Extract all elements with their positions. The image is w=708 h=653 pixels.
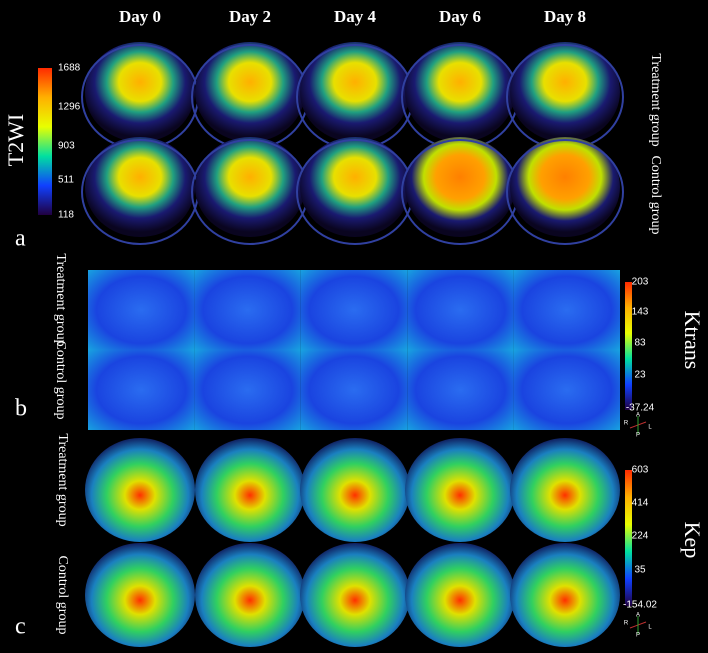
- kep-map: [85, 543, 195, 647]
- mri-image: [300, 137, 410, 237]
- colorbar-title: Kep: [680, 522, 705, 559]
- ktrans-map: [513, 270, 620, 350]
- row-label: Treatment group: [53, 253, 68, 346]
- orient-label: L: [648, 625, 652, 631]
- kep-map: [85, 438, 195, 542]
- mri-image: [510, 42, 620, 142]
- kep-map: [195, 543, 305, 647]
- column-label: Day 6: [439, 7, 481, 26]
- mri-skull: [506, 139, 624, 245]
- colorbar-tick: 414: [632, 498, 649, 509]
- colorbar-tick: 603: [632, 465, 649, 476]
- colorbar-tick: 35: [634, 565, 646, 576]
- ktrans-map: [300, 270, 408, 350]
- panel-letter: c: [15, 614, 26, 640]
- kep-map: [300, 438, 410, 542]
- mri-image: [195, 137, 305, 237]
- row-label: Control group: [55, 556, 70, 635]
- colorbar-tick: 1688: [58, 63, 81, 74]
- colorbar-title: T2WI: [3, 114, 28, 167]
- colorbar-tick: 143: [632, 307, 649, 318]
- mri-image: [195, 42, 305, 142]
- orient-label: P: [636, 433, 640, 439]
- orient-label: P: [636, 633, 640, 639]
- colorbar-title: Ktrans: [680, 311, 705, 370]
- kep-map: [510, 543, 620, 647]
- kep-map: [405, 543, 515, 647]
- panel-letter: a: [15, 226, 26, 252]
- kep-map: [405, 438, 515, 542]
- mri-image: [85, 42, 195, 142]
- colorbar: [625, 470, 632, 606]
- ktrans-map: [513, 350, 620, 430]
- column-label: Day 2: [229, 7, 271, 26]
- ktrans-map: [88, 350, 195, 430]
- orient-label: R: [624, 621, 629, 627]
- row-label: Treatment group: [648, 53, 663, 146]
- ktrans-map: [407, 270, 514, 350]
- orient-label: A: [636, 613, 640, 619]
- ktrans-map: [407, 350, 514, 430]
- colorbar-tick: 203: [632, 277, 649, 288]
- colorbar-tick: 224: [632, 531, 649, 542]
- kep-map: [300, 543, 410, 647]
- column-label: Day 8: [544, 7, 586, 26]
- mri-image: [300, 42, 410, 142]
- ktrans-map: [194, 270, 301, 350]
- column-label: Day 4: [334, 7, 377, 26]
- colorbar: [625, 282, 632, 410]
- row-label: Treatment group: [55, 433, 70, 526]
- orient-label: A: [636, 413, 640, 419]
- kep-map: [195, 438, 305, 542]
- ktrans-map: [300, 350, 408, 430]
- ktrans-map: [88, 270, 195, 350]
- colorbar-tick: -154.02: [623, 600, 657, 611]
- mri-image: [405, 137, 515, 237]
- mri-image: [510, 137, 620, 237]
- row-label: Control group: [53, 341, 68, 420]
- ktrans-map: [194, 350, 301, 430]
- panel-letter: b: [15, 396, 27, 422]
- kep-map: [510, 438, 620, 542]
- colorbar-tick: 118: [58, 210, 74, 221]
- colorbar-tick: 83: [634, 338, 646, 349]
- colorbar-tick: 1296: [58, 102, 81, 113]
- row-label: Control group: [648, 156, 663, 235]
- mri-image: [85, 137, 195, 237]
- colorbar-tick: 23: [634, 370, 646, 381]
- orient-label: L: [648, 425, 652, 431]
- column-label: Day 0: [119, 7, 161, 26]
- colorbar-tick: -37.24: [626, 403, 655, 414]
- colorbar-tick: 903: [58, 141, 75, 152]
- colorbar: [38, 68, 52, 215]
- orient-label: R: [624, 421, 629, 427]
- colorbar-tick: 511: [58, 175, 74, 186]
- mri-image: [405, 42, 515, 142]
